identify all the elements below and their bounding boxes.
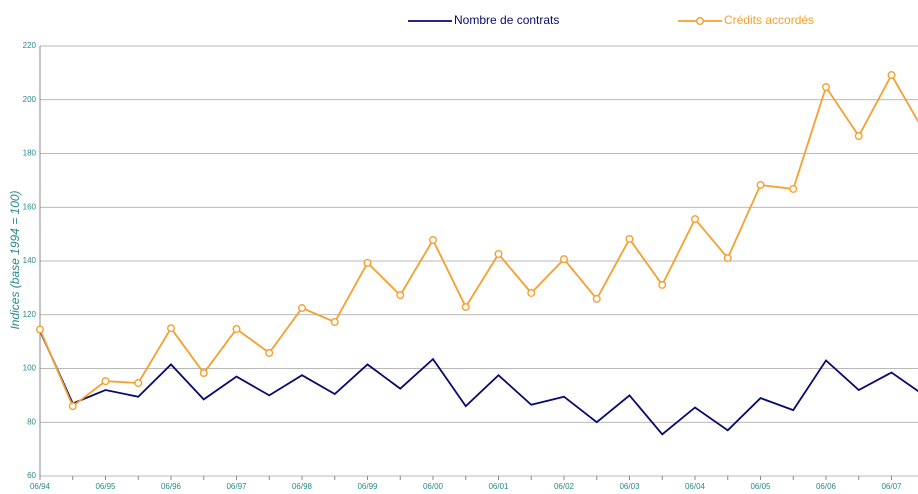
point (461, 302, 470, 311)
x-tick-label: 06/96 (161, 482, 182, 491)
y-tick-label: 60 (27, 471, 36, 480)
point (560, 255, 569, 264)
y-tick-label: 140 (23, 256, 37, 265)
point (854, 132, 863, 141)
x-tick-label: 06/05 (750, 482, 771, 491)
point (789, 184, 798, 193)
point (36, 325, 45, 334)
point (396, 291, 405, 300)
x-tick-label: 06/06 (816, 482, 837, 491)
legend-label: Crédits accordés (724, 13, 814, 27)
y-tick-label: 200 (23, 95, 37, 104)
y-tick-label: 160 (23, 202, 37, 211)
x-tick-label: 06/94 (30, 482, 51, 491)
point (68, 402, 77, 411)
y-axis-label: Indices (base 1994 = 100) (8, 190, 22, 329)
point (723, 254, 732, 263)
x-tick-label: 06/01 (488, 482, 509, 491)
y-tick-label: 80 (27, 417, 36, 426)
point (363, 258, 372, 267)
point (887, 71, 896, 80)
x-tick-label: 06/04 (685, 482, 706, 491)
series-line (39, 73, 918, 408)
point (691, 215, 700, 224)
x-tick-label: 06/99 (357, 482, 378, 491)
y-tick-label: 180 (23, 149, 37, 158)
point (134, 379, 143, 388)
point (265, 348, 274, 357)
legend-label: Nombre de contrats (454, 13, 559, 27)
point (658, 280, 667, 289)
x-tick-label: 06/97 (226, 482, 247, 491)
point (494, 250, 503, 259)
x-tick-label: 06/00 (423, 482, 444, 491)
point (298, 304, 307, 313)
point (166, 324, 175, 333)
x-tick-label: 06/03 (619, 482, 640, 491)
point (625, 234, 634, 243)
point (199, 369, 208, 378)
x-tick-label: 06/95 (95, 482, 116, 491)
legend-marker (696, 17, 705, 26)
x-tick-label: 06/98 (292, 482, 313, 491)
point (592, 294, 601, 303)
x-tick-label: 06/02 (554, 482, 575, 491)
y-tick-label: 220 (23, 41, 37, 50)
point (101, 377, 110, 386)
x-tick-label: 06/07 (881, 482, 902, 491)
y-tick-label: 100 (23, 364, 37, 373)
point (429, 236, 438, 245)
point (756, 180, 765, 189)
point (330, 318, 339, 327)
point (822, 83, 831, 92)
point (527, 288, 536, 297)
series-line (39, 330, 918, 436)
point (232, 324, 241, 333)
y-tick-label: 120 (23, 310, 37, 319)
